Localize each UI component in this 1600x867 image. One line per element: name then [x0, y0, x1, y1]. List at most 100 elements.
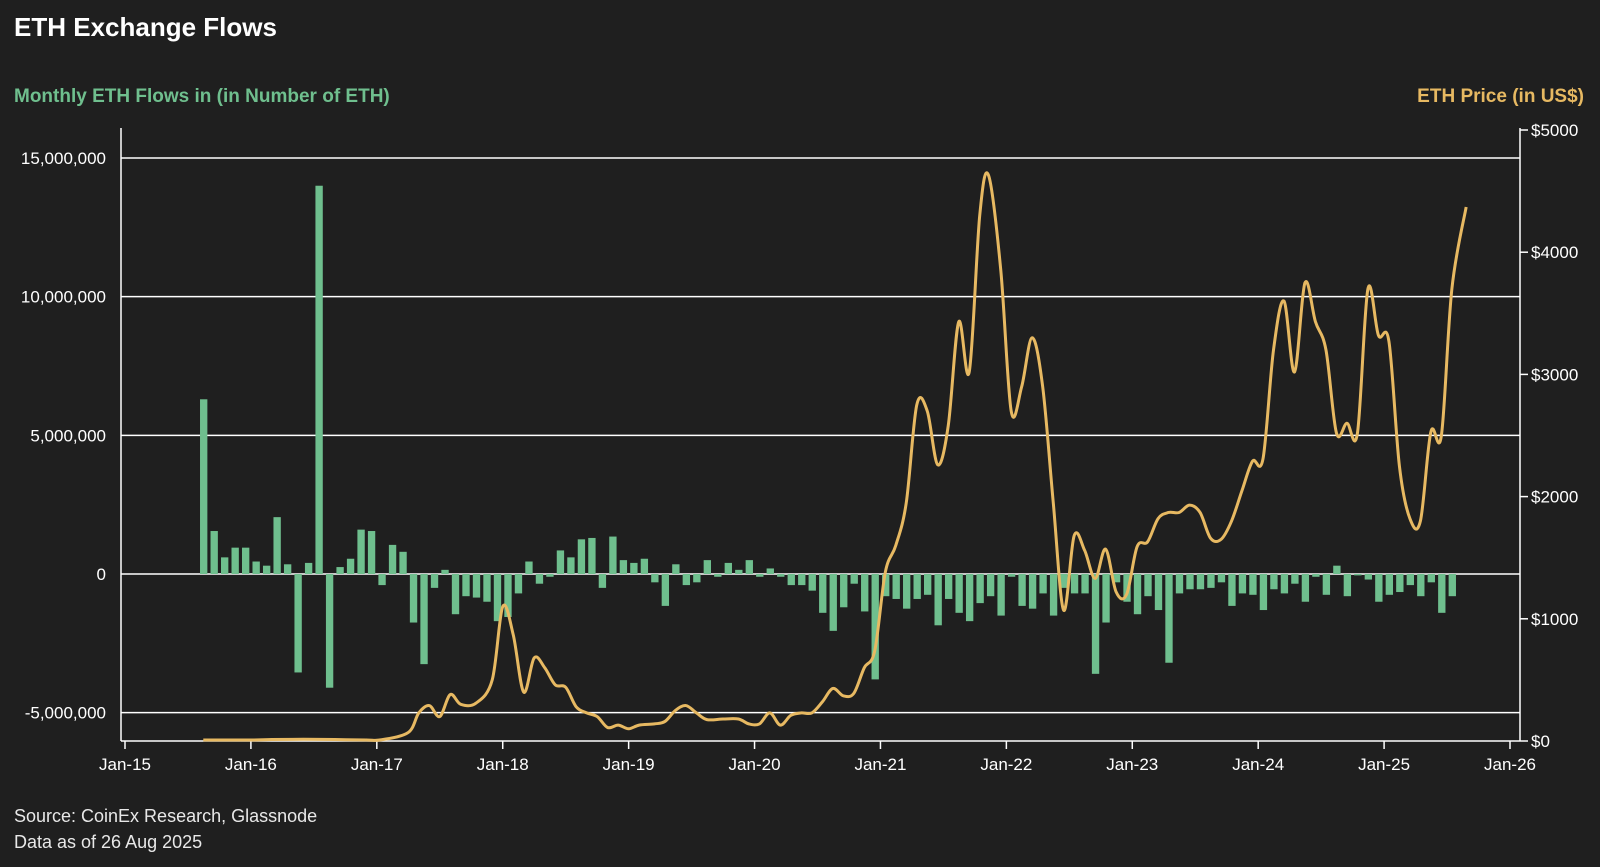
- chart-title: ETH Exchange Flows: [14, 12, 277, 42]
- flow-bar: [1091, 574, 1100, 674]
- source-note: Source: CoinEx Research, Glassnode: [14, 806, 318, 826]
- flow-bar: [357, 529, 365, 574]
- x-tick-label: Jan-20: [729, 755, 781, 774]
- flow-bar: [493, 574, 502, 622]
- flow-bar: [829, 574, 837, 631]
- flow-bar: [609, 536, 617, 574]
- flow-bar: [262, 565, 271, 574]
- flow-bar: [451, 574, 460, 615]
- flow-bar: [1133, 574, 1142, 615]
- y-right-tick-label: $3000: [1531, 365, 1578, 384]
- left-axis-label: Monthly ETH Flows in (in Number of ETH): [14, 86, 390, 107]
- x-tick-label: Jan-15: [99, 755, 151, 774]
- flow-bar: [252, 561, 260, 574]
- flow-bar: [955, 574, 963, 613]
- x-tick-label: Jan-25: [1358, 755, 1410, 774]
- flow-bar: [798, 574, 806, 586]
- flow-bar: [1112, 574, 1121, 583]
- y-right-tick-label: $5000: [1531, 121, 1578, 140]
- flow-bar: [976, 574, 984, 604]
- flow-bar: [241, 547, 250, 574]
- flow-bar: [661, 574, 670, 606]
- flow-bar: [819, 574, 827, 613]
- x-tick-label: Jan-18: [477, 755, 529, 774]
- price-line: [203, 171, 1468, 742]
- y-right-tick-label: $0: [1531, 732, 1550, 751]
- flow-bar: [735, 569, 743, 574]
- flow-bar: [1333, 565, 1341, 574]
- y-right-tick-label: $4000: [1531, 243, 1578, 262]
- flow-bar: [504, 574, 512, 617]
- flow-bar: [965, 574, 974, 622]
- flow-bar: [1427, 574, 1435, 583]
- flow-bar: [1175, 574, 1184, 594]
- flow-bar: [787, 574, 795, 586]
- flow-bar: [336, 567, 344, 574]
- x-tick-label: Jan-22: [980, 755, 1032, 774]
- right-axis-label: ETH Price (in US$): [1417, 86, 1584, 107]
- flow-bar: [1343, 574, 1352, 597]
- flow-bar: [420, 574, 428, 665]
- flow-bar: [1385, 574, 1394, 595]
- flow-bar: [1396, 574, 1404, 593]
- flow-bar: [682, 574, 691, 586]
- flow-bar: [231, 547, 239, 574]
- flow-bar: [588, 537, 596, 574]
- x-tick-label: Jan-19: [603, 755, 655, 774]
- flow-bar: [1259, 574, 1268, 611]
- y-left-tick-label: 10,000,000: [21, 288, 106, 307]
- flow-bar: [598, 574, 607, 588]
- flow-bar: [619, 560, 628, 574]
- x-tick-label: Jan-16: [225, 755, 277, 774]
- flow-bar: [367, 531, 376, 574]
- flow-bar: [1165, 574, 1173, 663]
- flow-bar: [535, 574, 544, 584]
- flow-bar: [525, 561, 533, 574]
- y-right-tick-label: $2000: [1531, 488, 1578, 507]
- x-tick-label: Jan-21: [854, 755, 906, 774]
- flow-bar: [514, 574, 523, 594]
- flow-bar: [745, 560, 753, 574]
- flow-bar: [756, 574, 764, 577]
- flow-bar: [986, 574, 995, 597]
- flow-bar: [1144, 574, 1152, 597]
- x-tick-label: Jan-17: [351, 755, 403, 774]
- flow-bar: [913, 574, 921, 599]
- flow-bar: [1375, 574, 1383, 602]
- flow-bar: [315, 185, 323, 574]
- flow-bar: [388, 544, 397, 574]
- flow-bar: [892, 574, 900, 599]
- flow-bar: [808, 574, 816, 591]
- flow-bar: [346, 558, 355, 574]
- flow-bar: [1060, 574, 1068, 588]
- flow-bar: [1186, 574, 1194, 590]
- flow-bar: [200, 399, 208, 574]
- flow-bar: [1228, 574, 1236, 606]
- flow-bar: [472, 574, 481, 598]
- flow-bar: [325, 574, 334, 688]
- flow-bar: [1154, 574, 1163, 611]
- flow-bar: [1049, 574, 1058, 616]
- flow-bar: [1270, 574, 1278, 590]
- flow-bar: [724, 562, 732, 574]
- flow-bar: [483, 574, 491, 602]
- flow-bar: [903, 574, 911, 609]
- flow-bar: [441, 569, 449, 574]
- x-tick-label: Jan-23: [1106, 755, 1158, 774]
- flow-bar: [777, 574, 785, 577]
- flow-bar: [210, 531, 218, 574]
- flow-bar: [409, 574, 418, 623]
- flow-bar: [703, 560, 712, 574]
- flow-bar: [294, 574, 302, 673]
- flow-bar: [1438, 574, 1446, 613]
- flow-bar: [1249, 574, 1257, 595]
- flow-bar: [1322, 574, 1331, 595]
- flow-bar: [840, 574, 848, 608]
- flow-bar: [714, 574, 722, 577]
- x-tick-label: Jan-24: [1232, 755, 1284, 774]
- flow-bar: [934, 574, 942, 626]
- flow-bar: [1028, 574, 1037, 609]
- flow-bar: [1280, 574, 1289, 594]
- x-tick-label: Jan-26: [1484, 755, 1536, 774]
